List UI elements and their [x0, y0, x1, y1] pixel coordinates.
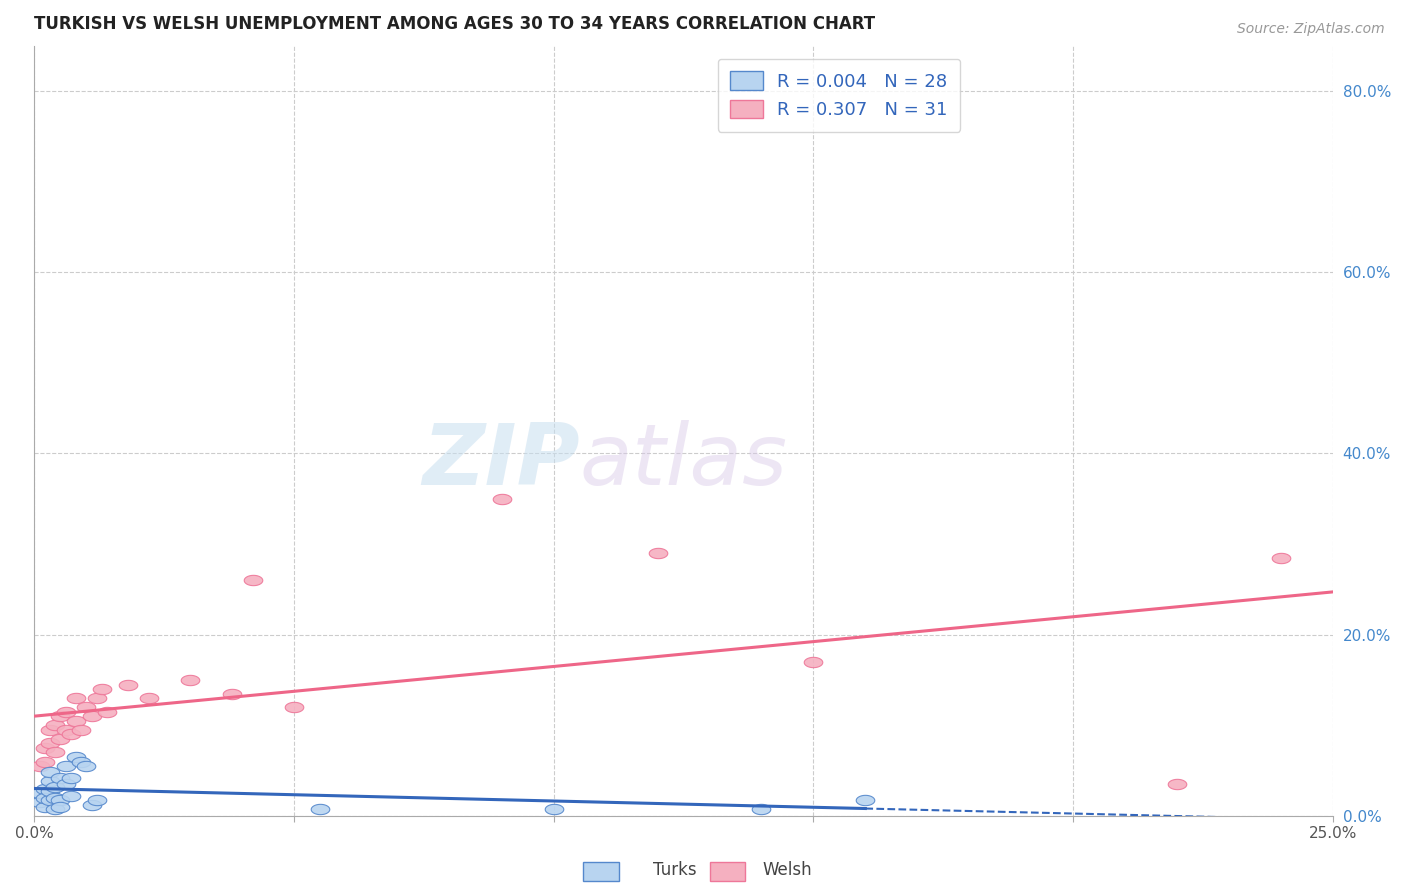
- Point: [138, 691, 160, 706]
- Point: [49, 800, 72, 814]
- Point: [59, 789, 82, 803]
- Point: [39, 792, 62, 806]
- Point: [647, 546, 669, 560]
- Point: [39, 736, 62, 750]
- Point: [55, 705, 77, 719]
- Point: [55, 723, 77, 737]
- Point: [751, 802, 773, 816]
- Point: [86, 691, 108, 706]
- Point: [28, 795, 51, 809]
- Point: [80, 709, 103, 723]
- Text: ZIP: ZIP: [422, 420, 579, 503]
- Point: [1270, 550, 1292, 565]
- Point: [90, 681, 112, 696]
- Point: [309, 802, 332, 816]
- Point: [65, 714, 87, 728]
- Point: [117, 677, 139, 691]
- Point: [70, 723, 93, 737]
- Point: [75, 759, 97, 773]
- Point: [28, 759, 51, 773]
- Legend: R = 0.004   N = 28, R = 0.307   N = 31: R = 0.004 N = 28, R = 0.307 N = 31: [717, 59, 960, 131]
- Text: atlas: atlas: [579, 420, 787, 503]
- Point: [39, 765, 62, 780]
- Point: [179, 673, 201, 687]
- Point: [34, 800, 56, 814]
- Point: [75, 700, 97, 714]
- Point: [86, 792, 108, 806]
- Point: [39, 774, 62, 789]
- Point: [28, 786, 51, 800]
- Point: [55, 777, 77, 791]
- Point: [59, 771, 82, 785]
- Point: [44, 802, 66, 816]
- Point: [803, 655, 825, 669]
- Point: [44, 790, 66, 805]
- Point: [34, 740, 56, 755]
- Point: [70, 755, 93, 769]
- Text: TURKISH VS WELSH UNEMPLOYMENT AMONG AGES 30 TO 34 YEARS CORRELATION CHART: TURKISH VS WELSH UNEMPLOYMENT AMONG AGES…: [34, 15, 876, 33]
- Point: [44, 746, 66, 760]
- Point: [283, 700, 305, 714]
- Point: [44, 718, 66, 732]
- Point: [1166, 777, 1188, 791]
- Point: [49, 709, 72, 723]
- Y-axis label: Unemployment Among Ages 30 to 34 years: Unemployment Among Ages 30 to 34 years: [0, 263, 7, 599]
- Point: [44, 780, 66, 794]
- Point: [80, 797, 103, 812]
- Point: [49, 771, 72, 785]
- Point: [39, 783, 62, 797]
- Point: [55, 759, 77, 773]
- Point: [34, 790, 56, 805]
- Point: [491, 491, 513, 506]
- Text: Turks: Turks: [652, 861, 697, 879]
- Point: [543, 802, 565, 816]
- Point: [221, 687, 243, 701]
- Text: Source: ZipAtlas.com: Source: ZipAtlas.com: [1237, 22, 1385, 37]
- Point: [49, 731, 72, 746]
- Point: [96, 705, 118, 719]
- Point: [59, 727, 82, 741]
- Point: [853, 792, 876, 806]
- Point: [65, 691, 87, 706]
- Point: [39, 723, 62, 737]
- Point: [49, 792, 72, 806]
- Point: [34, 755, 56, 769]
- Point: [34, 781, 56, 796]
- Text: Welsh: Welsh: [762, 861, 813, 879]
- Point: [242, 574, 264, 588]
- Point: [65, 750, 87, 764]
